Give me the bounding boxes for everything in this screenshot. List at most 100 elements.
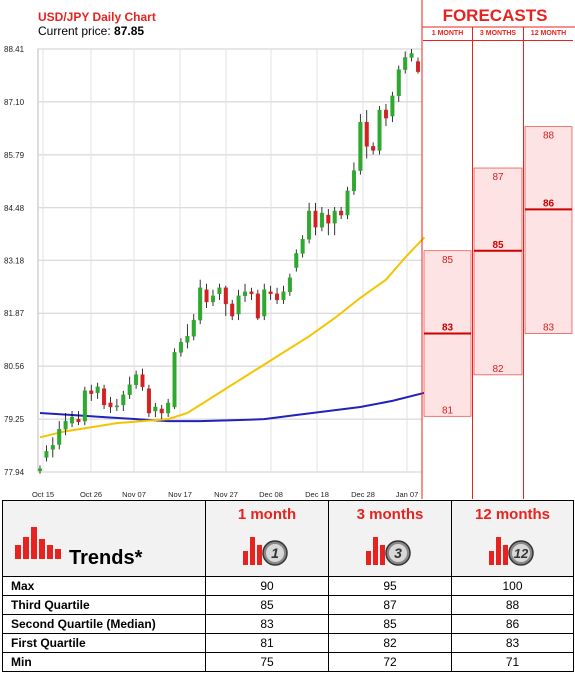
trends-header-row: Trends* 1 month 1 3 months 3	[2, 500, 574, 577]
candle-body	[236, 295, 241, 315]
candle	[326, 208, 331, 236]
column-label-1-month: 1 month	[237, 506, 297, 523]
forecast-range-box	[473, 167, 523, 376]
candle-body	[377, 109, 382, 151]
row-value: 83	[205, 614, 329, 634]
row-label: Second Quartile (Median)	[2, 614, 206, 634]
candle-body	[313, 210, 318, 228]
candle	[287, 273, 292, 296]
forecast-q1-value: 82	[492, 364, 504, 375]
chart-grid	[37, 48, 423, 473]
candle-body	[383, 109, 388, 119]
forecast-range-box	[524, 126, 573, 334]
forecast-q3-value: 85	[442, 255, 454, 266]
candle-body	[172, 352, 177, 408]
row-value: 75	[205, 652, 329, 672]
table-row: Second Quartile (Median) 83 85 86	[2, 614, 574, 634]
candle-body	[191, 319, 196, 337]
current-price-value: 87.85	[114, 24, 144, 38]
candle	[371, 142, 376, 155]
candle-body	[249, 291, 254, 295]
candle-body	[390, 95, 395, 117]
candle-body	[50, 445, 55, 450]
column-label-3-months: 3 months	[356, 506, 424, 523]
candle	[204, 283, 209, 308]
forecast-column: 12 MONTH 88 86 83	[523, 27, 573, 499]
candle-body	[102, 388, 107, 406]
y-tick-label: 85.79	[4, 151, 25, 160]
period-12-number: 12	[513, 546, 528, 561]
period-12-icon: 12	[488, 537, 534, 566]
candle-body	[243, 291, 248, 297]
row-value: 85	[205, 595, 329, 615]
candle-body	[166, 402, 171, 414]
forecast-q3-value: 87	[492, 172, 504, 183]
column-header-1-month: 1 month 1	[205, 500, 329, 577]
candle	[409, 49, 414, 62]
candle-body	[204, 289, 209, 303]
forecast-column-label: 3 MONTHS	[480, 30, 517, 37]
candle	[339, 206, 344, 220]
current-price-label: Current price:	[38, 24, 111, 38]
candle	[102, 384, 107, 409]
candle-body	[364, 121, 369, 147]
y-tick-label: 77.94	[4, 468, 25, 477]
candle	[364, 110, 369, 159]
forecast-median-value: 83	[442, 323, 454, 334]
row-value: 88	[451, 595, 574, 615]
candle	[396, 65, 401, 102]
forecast-q1-value: 81	[442, 405, 454, 416]
candle-body	[185, 336, 190, 343]
candle-body	[146, 388, 151, 414]
candle	[236, 289, 241, 321]
candle	[76, 410, 81, 426]
x-tick-label: Oct 26	[80, 490, 102, 499]
candle-body	[127, 384, 132, 396]
candle-body	[307, 210, 312, 240]
candle-body	[396, 69, 401, 97]
candle	[230, 299, 235, 321]
candle	[383, 103, 388, 127]
candle	[307, 202, 312, 244]
candle	[172, 348, 177, 409]
current-price-line: Current price: 87.85	[38, 24, 144, 38]
row-value: 72	[328, 652, 452, 672]
forecast-q3-value: 88	[543, 131, 555, 142]
candle	[57, 421, 62, 450]
x-axis-ticks: Oct 15 Oct 26 Nov 07 Nov 17 Nov 27 Dec 08 Dec …	[32, 490, 418, 499]
candle	[63, 413, 68, 436]
forecast-panel: FORECASTS 1 MONTH 85 83 81 3 MONTHS 87 85 82 12 …	[421, 0, 575, 499]
forecast-title: FORECASTS	[443, 6, 548, 25]
candle	[249, 287, 254, 300]
forecast-column: 1 MONTH 85 83 81	[423, 30, 472, 417]
row-value: 82	[328, 633, 452, 653]
row-value: 71	[451, 652, 574, 672]
candle	[146, 384, 151, 418]
candle	[345, 186, 350, 220]
period-1-icon: 1	[243, 537, 288, 566]
forecast-column-label: 1 MONTH	[432, 30, 464, 37]
candle	[281, 285, 286, 304]
candle-body	[198, 287, 203, 321]
candles	[38, 49, 421, 474]
row-value: 85	[328, 614, 452, 634]
x-tick-label: Dec 28	[351, 490, 375, 499]
candle-body	[319, 212, 324, 228]
column-header-12-months: 12 months 12	[451, 500, 574, 577]
candle	[275, 287, 280, 304]
candle	[198, 279, 203, 325]
row-value: 87	[328, 595, 452, 615]
candle-body	[217, 287, 222, 295]
candle-body	[339, 210, 344, 216]
candle	[114, 398, 119, 411]
forecast-q1-value: 83	[543, 323, 555, 334]
candle	[403, 51, 408, 74]
candle-body	[255, 293, 260, 319]
candle-body	[223, 287, 228, 305]
candle	[390, 91, 395, 123]
row-label: Max	[2, 576, 206, 596]
candle	[50, 437, 55, 458]
period-3-number: 3	[394, 545, 402, 561]
forecast-column-label: 12 MONTH	[531, 30, 566, 37]
candle	[300, 235, 305, 258]
